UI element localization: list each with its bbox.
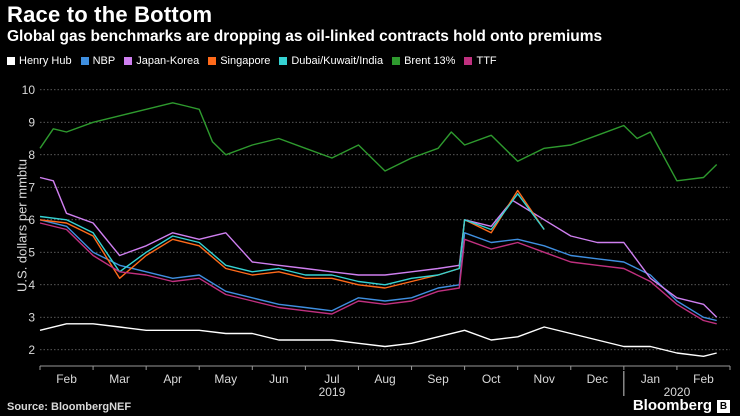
bloomberg-logo: Bloomberg [632, 397, 712, 414]
legend-item: Dubai/Kuwait/India [279, 55, 383, 67]
x-tick-label: Mar [109, 372, 130, 386]
chart-subtitle: Global gas benchmarks are dropping as oi… [7, 28, 603, 45]
x-tick-label: Nov [534, 372, 555, 386]
series-line [39, 176, 718, 318]
x-tick-label: Apr [163, 372, 182, 386]
y-tick-label: 6 [28, 213, 35, 227]
series-line [39, 219, 717, 322]
legend-swatch [464, 57, 473, 65]
y-tick-label: 8 [28, 148, 35, 162]
legend-label: Dubai/Kuwait/India [291, 55, 384, 67]
x-tick-label: Jan [641, 372, 660, 386]
y-tick-label: 2 [28, 343, 35, 357]
x-tick-label: Sep [427, 372, 449, 386]
source-note: Source: BloombergNEF [7, 401, 132, 413]
x-tick-label: May [214, 372, 237, 386]
y-tick-label: 10 [22, 83, 36, 97]
legend-swatch [279, 57, 288, 65]
legend-label: Henry Hub [19, 55, 72, 67]
legend-item: Singapore [208, 55, 270, 67]
legend-swatch [392, 57, 401, 65]
y-tick-label: 7 [28, 180, 35, 194]
x-year-label: 2019 [319, 385, 346, 399]
chart-title: Race to the Bottom [7, 2, 213, 27]
x-tick-label: Feb [56, 372, 77, 386]
legend-label: Brent 13% [404, 55, 456, 67]
legend-item: TTF [464, 55, 497, 67]
y-tick-label: 5 [28, 245, 35, 259]
series-line [39, 222, 717, 325]
legend-item: Henry Hub [7, 55, 72, 67]
legend-label: Singapore [220, 55, 271, 67]
x-tick-label: Feb [693, 372, 714, 386]
legend-swatch [7, 57, 15, 65]
x-year-label: 2020 [664, 385, 691, 399]
x-tick-label: Oct [482, 372, 501, 386]
x-tick-label: Aug [374, 372, 395, 386]
legend-item: Japan-Korea [124, 55, 199, 67]
legend-swatch [124, 57, 133, 65]
y-tick-label: 4 [28, 278, 35, 292]
x-tick-label: Jun [269, 372, 288, 386]
y-tick-label: 9 [28, 115, 35, 129]
series-line [39, 102, 718, 182]
legend-label: TTF [476, 55, 497, 67]
y-tick-label: 3 [28, 310, 35, 324]
legend-swatch [208, 57, 217, 65]
legend-item: NBP [80, 55, 116, 67]
legend-swatch [80, 57, 89, 65]
x-tick-label: Jul [324, 372, 339, 386]
legend-item: Brent 13% [392, 55, 455, 67]
series-line [39, 189, 545, 289]
x-tick-label: Dec [587, 372, 608, 386]
bloomberg-badge-icon: B [717, 400, 730, 413]
series-line [39, 193, 545, 286]
legend-label: Japan-Korea [136, 55, 200, 67]
series-line [39, 323, 717, 357]
legend-label: NBP [92, 55, 116, 67]
legend: Henry Hub NBP Japan-Korea Singapore Dubai/Ku… [7, 55, 506, 67]
